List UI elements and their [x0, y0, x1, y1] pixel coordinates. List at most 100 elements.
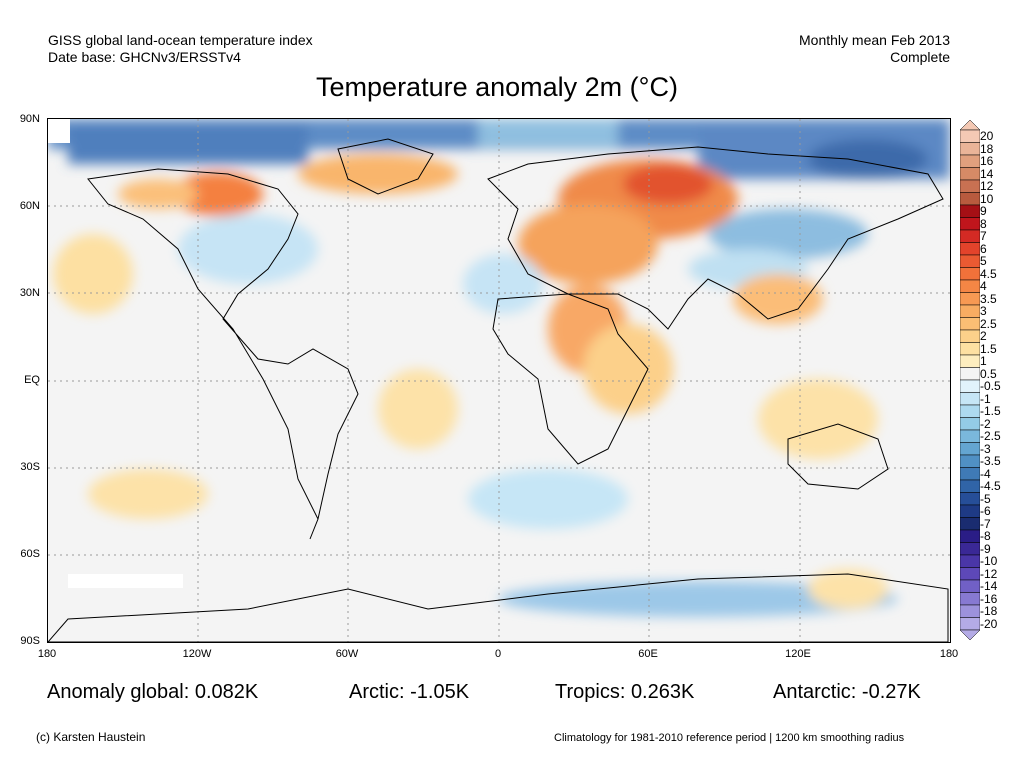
anomaly-field: [48, 119, 950, 617]
colorbar-label: 14: [980, 166, 994, 181]
colorbar-label: -2: [980, 416, 991, 431]
lon-tick-0: 0: [494, 648, 502, 660]
colorbar-swatch: [960, 354, 980, 368]
colorbar-swatch: [960, 129, 980, 143]
colorbar: [960, 120, 980, 640]
colorbar-swatch: [960, 154, 980, 168]
colorbar-label: -7: [980, 516, 991, 531]
arctic-anomaly: Arctic: -1.05K: [349, 681, 470, 703]
colorbar-label: 1.5: [980, 341, 997, 356]
coastlines: [48, 138, 949, 642]
colorbar-swatch: [960, 492, 980, 506]
colorbar-label: -2.5: [980, 429, 1001, 444]
colorbar-min-arrow: [960, 629, 980, 640]
colorbar-label: 2.5: [980, 316, 997, 331]
colorbar-swatch: [960, 542, 980, 556]
colorbar-swatch: [960, 167, 980, 181]
colorbar-swatch: [960, 467, 980, 481]
colorbar-label: 0.5: [980, 366, 997, 381]
colorbar-label: -1.5: [980, 404, 1001, 419]
colorbar-swatch: [960, 179, 980, 193]
lat-tick-90s: 90S: [20, 635, 40, 647]
data-base-label: Date base: GHCNv3/ERSSTv4: [48, 49, 241, 65]
colorbar-swatch: [960, 204, 980, 218]
colorbar-label: 4.5: [980, 266, 997, 281]
colorbar-label: -12: [980, 566, 998, 581]
colorbar-swatch: [960, 454, 980, 468]
colorbar-swatch: [960, 267, 980, 281]
colorbar-label: 18: [980, 141, 994, 156]
lat-tick-60n: 60N: [19, 200, 40, 212]
colorbar-label: 3: [980, 304, 987, 319]
colorbar-swatch: [960, 392, 980, 406]
colorbar-label: -3: [980, 441, 991, 456]
global-anomaly: Anomaly global: 0.082K: [47, 681, 259, 703]
colorbar-label: 10: [980, 191, 994, 206]
copyright: (c) Karsten Haustein: [36, 730, 146, 744]
colorbar-swatch: [960, 404, 980, 418]
colorbar-label: 5: [980, 254, 987, 269]
colorbar-swatch: [960, 517, 980, 531]
colorbar-label: 3.5: [980, 291, 997, 306]
colorbar-label: -4: [980, 466, 991, 481]
colorbar-swatch: [960, 554, 980, 568]
colorbar-swatch: [960, 254, 980, 268]
lon-tick-120w: 120W: [182, 648, 212, 660]
colorbar-swatch: [960, 617, 980, 631]
colorbar-swatch: [960, 479, 980, 493]
colorbar-label: -16: [980, 591, 998, 606]
lon-tick-180w: 180: [37, 648, 57, 660]
lat-tick-30n: 30N: [19, 287, 40, 299]
colorbar-label: -6: [980, 504, 991, 519]
map-title: Temperature anomaly 2m (°C): [316, 72, 678, 102]
colorbar-label: 2: [980, 329, 987, 344]
colorbar-swatch: [960, 504, 980, 518]
colorbar-swatch: [960, 292, 980, 306]
colorbar-label: -1: [980, 391, 991, 406]
colorbar-label: -4.5: [980, 479, 1001, 494]
lat-tick-90n: 90N: [19, 113, 40, 125]
colorbar-label: -14: [980, 579, 998, 594]
colorbar-swatch: [960, 579, 980, 593]
map-canvas: [48, 119, 950, 642]
colorbar-swatch: [960, 342, 980, 356]
lat-tick-30s: 30S: [20, 461, 40, 473]
colorbar-swatch: [960, 229, 980, 243]
period-label: Monthly mean Feb 2013: [799, 32, 950, 48]
colorbar-label: -10: [980, 554, 998, 569]
colorbar-max-arrow: [960, 120, 980, 131]
colorbar-label: 7: [980, 229, 987, 244]
lon-tick-60w: 60W: [335, 648, 359, 660]
lon-tick-180e: 180: [939, 648, 959, 660]
colorbar-swatch: [960, 529, 980, 543]
colorbar-label: 6: [980, 241, 987, 256]
tropics-anomaly: Tropics: 0.263K: [555, 681, 695, 703]
completeness-label: Complete: [890, 49, 950, 65]
colorbar-swatch: [960, 217, 980, 231]
lat-tick-60s: 60S: [20, 548, 40, 560]
colorbar-swatch: [960, 367, 980, 381]
antarctic-anomaly: Antarctic: -0.27K: [773, 681, 921, 703]
colorbar-label: -0.5: [980, 379, 1001, 394]
colorbar-swatch: [960, 304, 980, 318]
colorbar-label: 20: [980, 129, 994, 144]
graticule: [48, 119, 950, 642]
lon-tick-60e: 60E: [638, 648, 658, 660]
colorbar-label: 8: [980, 216, 987, 231]
colorbar-swatch: [960, 429, 980, 443]
colorbar-swatch: [960, 329, 980, 343]
colorbar-swatch: [960, 317, 980, 331]
colorbar-label: -8: [980, 529, 991, 544]
colorbar-label: 12: [980, 179, 994, 194]
colorbar-label: -20: [980, 616, 998, 631]
colorbar-label: 1: [980, 354, 987, 369]
colorbar-swatch: [960, 142, 980, 156]
colorbar-swatch: [960, 604, 980, 618]
colorbar-swatch: [960, 379, 980, 393]
colorbar-label: 16: [980, 154, 994, 169]
colorbar-label: -18: [980, 604, 998, 619]
lon-tick-120e: 120E: [785, 648, 811, 660]
colorbar-swatch: [960, 192, 980, 206]
colorbar-swatch: [960, 417, 980, 431]
climatology-note: Climatology for 1981-2010 reference peri…: [554, 732, 905, 744]
